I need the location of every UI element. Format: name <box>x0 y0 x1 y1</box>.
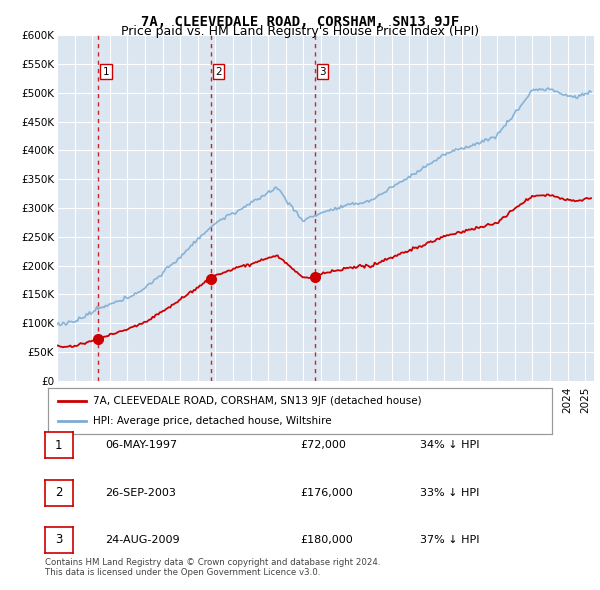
Text: 1: 1 <box>103 67 109 77</box>
Text: 2: 2 <box>55 486 62 499</box>
Text: 34% ↓ HPI: 34% ↓ HPI <box>420 441 479 450</box>
Text: 33% ↓ HPI: 33% ↓ HPI <box>420 488 479 497</box>
Text: Price paid vs. HM Land Registry's House Price Index (HPI): Price paid vs. HM Land Registry's House … <box>121 25 479 38</box>
Text: Contains HM Land Registry data © Crown copyright and database right 2024.
This d: Contains HM Land Registry data © Crown c… <box>45 558 380 577</box>
Text: 06-MAY-1997: 06-MAY-1997 <box>105 441 177 450</box>
Text: 1: 1 <box>55 439 62 452</box>
Text: 26-SEP-2003: 26-SEP-2003 <box>105 488 176 497</box>
Text: 37% ↓ HPI: 37% ↓ HPI <box>420 535 479 545</box>
Text: £72,000: £72,000 <box>300 441 346 450</box>
Text: 3: 3 <box>319 67 326 77</box>
Text: 2: 2 <box>215 67 222 77</box>
Text: 7A, CLEEVEDALE ROAD, CORSHAM, SN13 9JF: 7A, CLEEVEDALE ROAD, CORSHAM, SN13 9JF <box>141 15 459 29</box>
Text: £180,000: £180,000 <box>300 535 353 545</box>
Text: 24-AUG-2009: 24-AUG-2009 <box>105 535 179 545</box>
Text: HPI: Average price, detached house, Wiltshire: HPI: Average price, detached house, Wilt… <box>94 416 332 426</box>
Text: 3: 3 <box>55 533 62 546</box>
Text: 7A, CLEEVEDALE ROAD, CORSHAM, SN13 9JF (detached house): 7A, CLEEVEDALE ROAD, CORSHAM, SN13 9JF (… <box>94 395 422 405</box>
Text: £176,000: £176,000 <box>300 488 353 497</box>
